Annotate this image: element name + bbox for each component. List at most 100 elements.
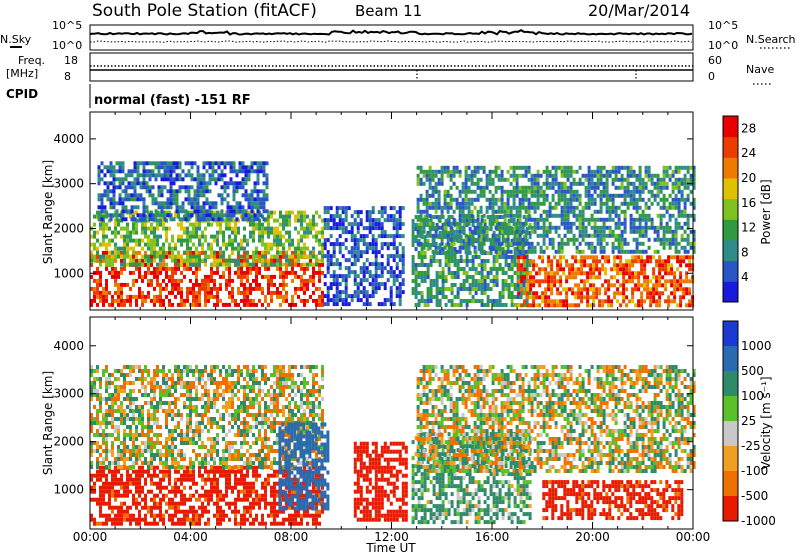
data-cell [276, 218, 279, 223]
data-cell [425, 209, 429, 214]
data-cell [267, 258, 270, 263]
data-cell [159, 294, 162, 299]
data-cell [96, 473, 99, 478]
data-cell [575, 237, 579, 242]
data-cell [435, 279, 439, 283]
data-cell [228, 282, 231, 287]
data-cell [210, 278, 213, 283]
data-cell [512, 169, 516, 174]
data-cell [195, 266, 198, 271]
data-cell [374, 290, 378, 295]
data-cell [108, 302, 111, 307]
data-cell [662, 201, 666, 206]
data-cell [303, 302, 306, 307]
data-cell [517, 263, 521, 268]
data-cell [671, 229, 675, 234]
data-cell [344, 266, 348, 271]
data-cell [668, 165, 672, 170]
data-cell [438, 287, 442, 291]
data-cell [507, 219, 511, 223]
data-cell [270, 282, 273, 287]
data-cell [220, 209, 224, 214]
data-cell [151, 161, 155, 166]
data-cell [482, 169, 486, 174]
data-cell [380, 246, 384, 251]
data-cell [374, 286, 378, 291]
data-cell [169, 189, 173, 194]
data-cell [583, 271, 587, 276]
data-cell [139, 173, 143, 178]
data-cell [223, 161, 227, 166]
data-cell [172, 181, 176, 186]
data-cell [596, 173, 600, 178]
data-cell [419, 197, 423, 202]
data-cell [474, 283, 478, 287]
data-cell [365, 226, 369, 231]
data-cell [243, 282, 246, 287]
data-cell [106, 197, 110, 202]
data-cell [318, 278, 321, 283]
data-cell [205, 201, 209, 206]
data-cell [159, 477, 162, 482]
data-cell [504, 303, 508, 307]
data-cell [417, 283, 421, 287]
data-cell [446, 233, 450, 238]
data-cell [607, 279, 611, 284]
data-cell [643, 263, 647, 268]
data-cell [559, 259, 563, 264]
data-cell [199, 181, 203, 186]
data-cell [635, 205, 639, 210]
data-cell [617, 177, 621, 182]
data-cell [453, 275, 457, 279]
data-cell [462, 279, 466, 283]
data-cell [665, 173, 669, 178]
data-cell [190, 177, 194, 182]
data-cell [217, 213, 221, 218]
data-cell [306, 246, 309, 251]
data-cell [547, 279, 551, 284]
data-cell [192, 234, 195, 239]
data-cell [587, 189, 591, 194]
data-cell [417, 271, 421, 275]
data-cell [105, 246, 108, 251]
data-cell [174, 294, 177, 299]
data-cell [184, 213, 188, 218]
data-cell [550, 299, 554, 304]
data-cell [668, 213, 672, 218]
data-cell [147, 505, 150, 510]
data-cell [267, 302, 270, 307]
data-cell [265, 177, 269, 182]
data-cell [494, 189, 498, 194]
data-cell [102, 286, 105, 291]
data-cell [520, 263, 524, 268]
data-cell [622, 267, 626, 272]
data-cell [148, 169, 152, 174]
data-cell [411, 219, 415, 223]
data-cell [246, 290, 249, 295]
data-cell [629, 169, 633, 174]
data-cell [208, 165, 212, 170]
data-cell [111, 274, 114, 279]
data-cell [105, 242, 108, 247]
data-cell [303, 266, 306, 271]
data-cell [99, 477, 102, 482]
data-cell [371, 234, 375, 239]
data-cell [556, 303, 560, 308]
data-cell [674, 249, 678, 254]
data-cell [683, 205, 687, 210]
data-cell [127, 197, 131, 202]
data-cell [446, 173, 450, 178]
data-cell [500, 193, 504, 198]
data-cell [220, 185, 224, 190]
data-cell [312, 226, 315, 231]
data-cell [595, 291, 599, 296]
data-cell [112, 173, 116, 178]
data-cell [160, 205, 164, 210]
data-cell [389, 218, 393, 223]
data-cell [443, 229, 447, 234]
data-cell [365, 234, 369, 239]
data-cell [401, 266, 405, 271]
data-cell [464, 249, 468, 254]
data-cell [389, 270, 393, 275]
data-cell [548, 173, 552, 178]
